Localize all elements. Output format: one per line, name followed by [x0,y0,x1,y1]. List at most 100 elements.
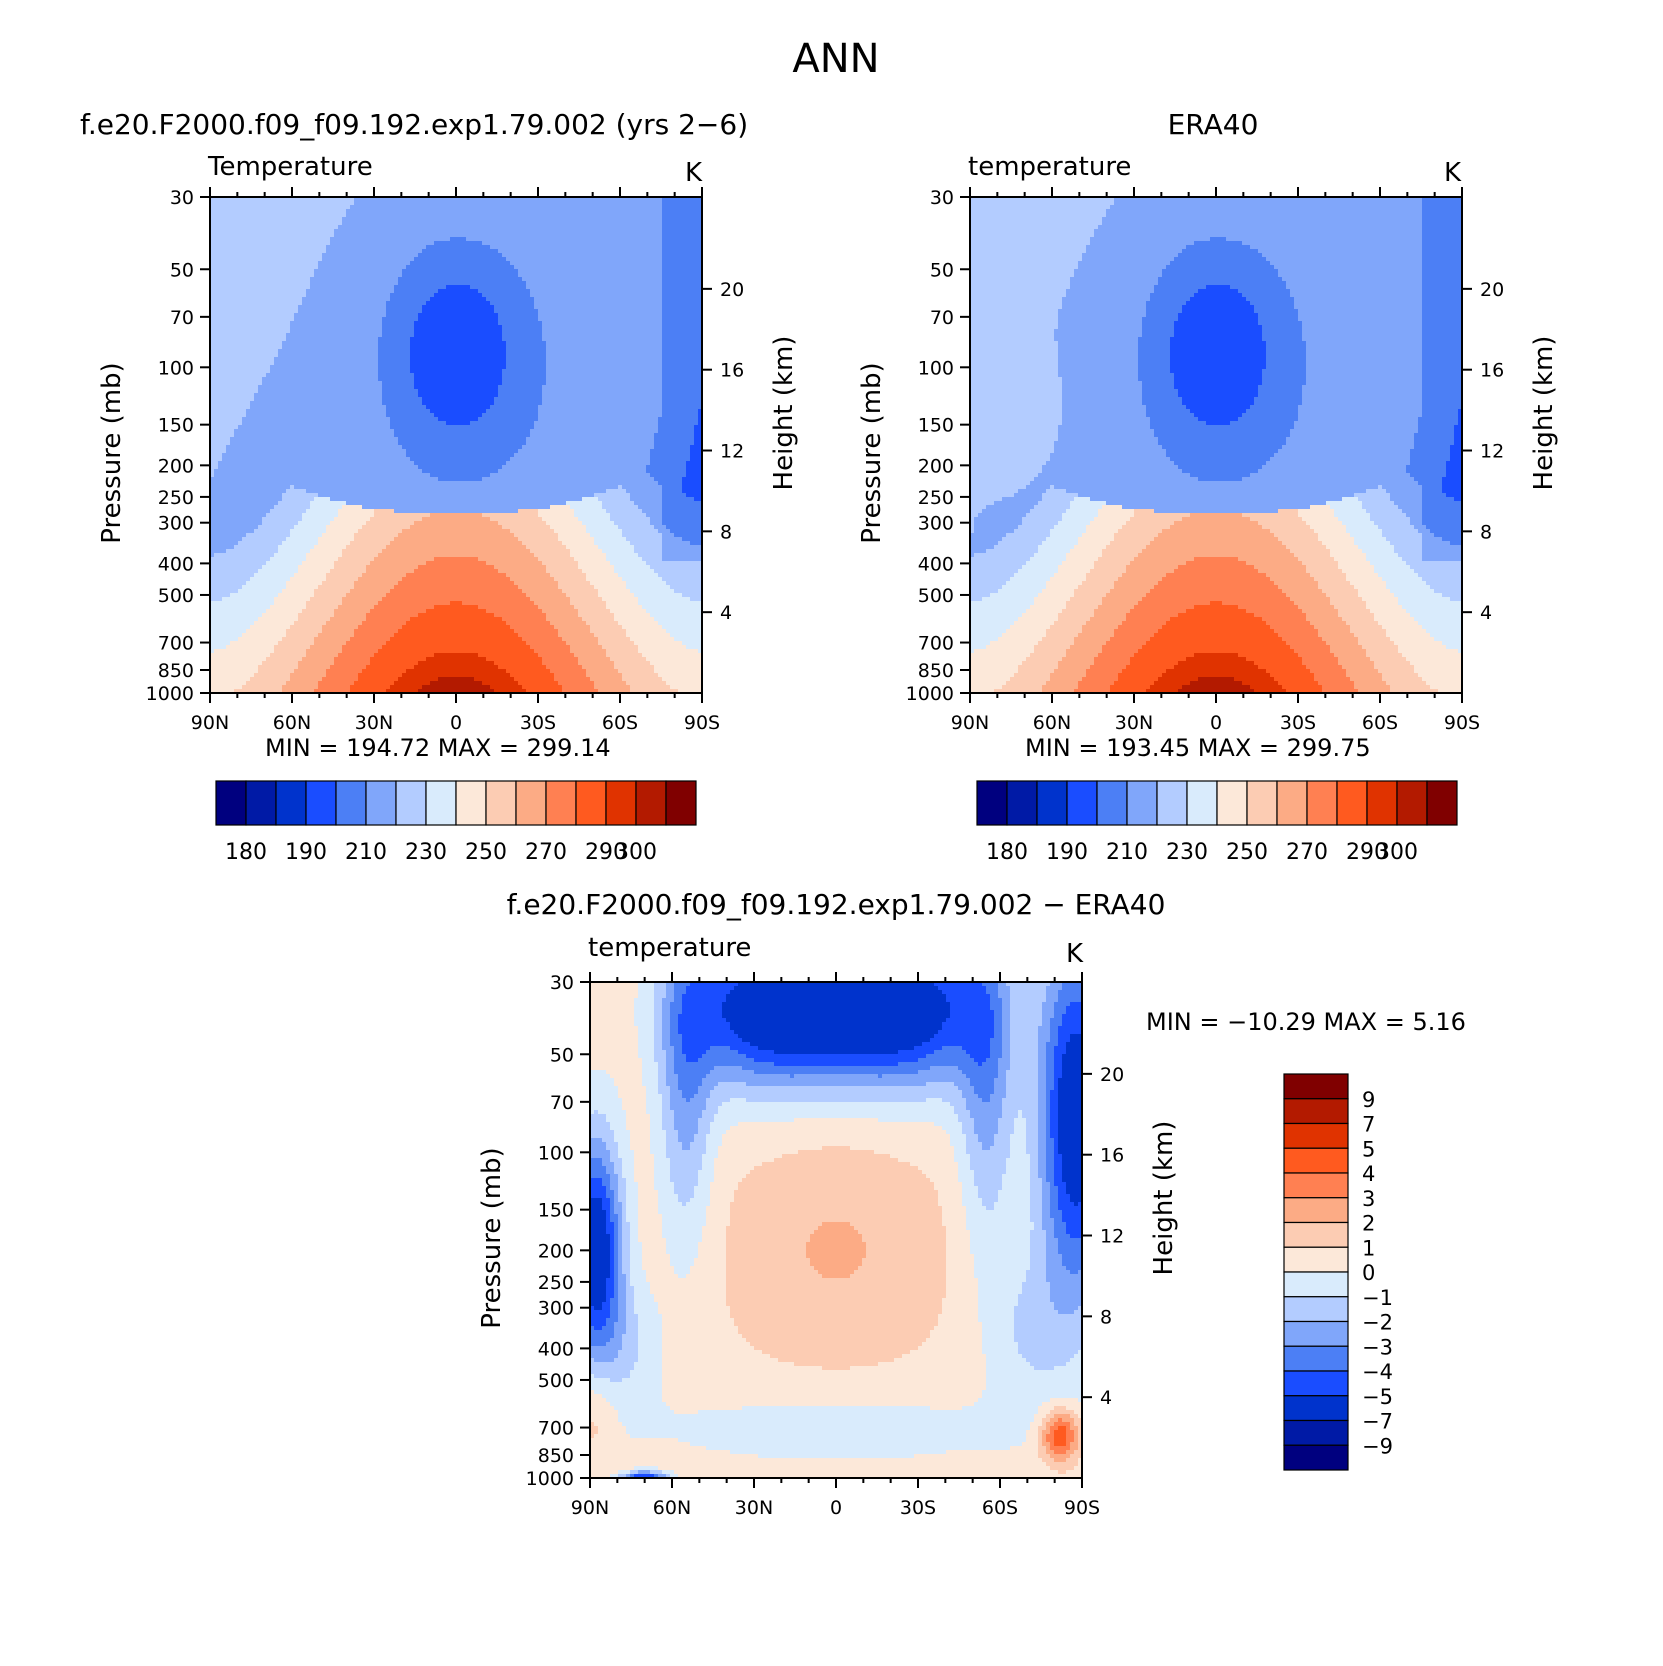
contour-cell [1058,990,1063,1027]
contour-cell [430,245,435,298]
contour-cell [510,629,515,678]
contour-cell [1218,285,1223,426]
contour-cell [938,1314,943,1411]
contour-cell [774,982,779,1055]
contour-cell [1126,665,1131,694]
contour-cell [950,1082,955,1107]
contour-cell [282,341,287,494]
colorbar-box [1156,780,1188,826]
contour-cell [1258,525,1263,574]
contour-cell [306,197,311,290]
contour-cell [262,565,267,614]
contour-cell [626,637,631,686]
contour-cell [762,1122,767,1163]
contour-cell [1018,1446,1023,1479]
contour-cell [386,509,391,546]
contour-cell [1030,481,1035,510]
contour-cell [894,1158,899,1359]
contour-cell [1330,509,1335,558]
contour-cell [1046,1466,1051,1479]
contour-cell [590,585,595,634]
contour-cell [1206,653,1211,678]
contour-cell [1278,637,1283,686]
contour-cell [750,1070,755,1087]
contour-cell [1342,197,1347,498]
colorbar-box [395,780,427,826]
contour-cell [1394,505,1399,554]
height-axis-label: Height (km) [769,336,799,491]
contour-cell [390,293,395,430]
contour-cell [894,1406,899,1459]
contour-cell [1254,665,1259,694]
height-tick-label: 8 [1100,1306,1112,1328]
contour-cell [1446,561,1451,598]
contour-cell [1106,197,1111,210]
contour-cell [674,1130,679,1195]
contour-cell [466,653,471,678]
contour-cell [586,581,591,626]
contour-cell [490,405,495,474]
contour-cell [630,1150,635,1287]
contour-cell [538,657,543,694]
contour-cell [362,197,367,510]
contour-cell [238,541,243,590]
contour-cell [1094,517,1099,562]
contour-cell [702,1154,707,1227]
contour-cell [590,1358,595,1375]
contour-cell [642,982,647,1087]
contour-cell [650,1466,655,1471]
colorbar-box [1336,780,1368,826]
contour-cell [694,1094,699,1135]
contour-cell [1074,1398,1079,1415]
contour-cell [1074,1274,1079,1311]
contour-cell [686,497,691,542]
contour-cell [1062,561,1067,610]
contour-cell [502,513,507,530]
contour-cell [282,541,287,590]
contour-cell [422,517,427,566]
contour-cell [250,677,255,694]
contour-cell [1062,1054,1067,1183]
contour-cell [762,1062,767,1075]
contour-cell [302,561,307,610]
contour-cell [838,1146,843,1223]
contour-cell [714,1046,719,1067]
contour-cell [1182,565,1187,614]
contour-cell [410,197,415,262]
contour-cell [582,525,587,574]
pressure-tick-label: 250 [158,487,194,509]
contour-cell [930,1082,935,1099]
contour-cell [254,197,259,394]
contour-cell [902,1086,907,1103]
contour-cell [1006,629,1011,682]
contour-cell [454,197,459,238]
contour-cell [758,1122,763,1167]
contour-cell [334,517,339,562]
contour-cell [698,1410,703,1447]
contour-cell [774,1086,779,1103]
contour-cell [606,1198,611,1235]
contour-cell [754,982,759,1047]
contour-cell [1086,497,1091,526]
contour-cell [1022,1118,1027,1283]
contour-cell [398,513,403,534]
contour-cell [434,557,439,606]
contour-cell [1154,681,1159,694]
contour-cell [246,629,251,682]
x-tick-label: 90N [951,712,989,734]
contour-cell [1350,585,1355,634]
contour-cell [494,521,499,570]
contour-cell [1010,497,1015,534]
contour-cell [1246,197,1251,246]
contour-cell [654,481,659,530]
contour-cell [570,197,575,502]
contour-cell [794,1458,799,1479]
contour-cell [702,1410,707,1447]
contour-cell [1270,581,1275,630]
contour-cell [514,585,519,634]
contour-cell [930,1122,935,1183]
contour-cell [878,1078,883,1087]
contour-cell [1270,533,1275,582]
contour-cell [546,525,551,574]
contour-cell [986,197,991,506]
